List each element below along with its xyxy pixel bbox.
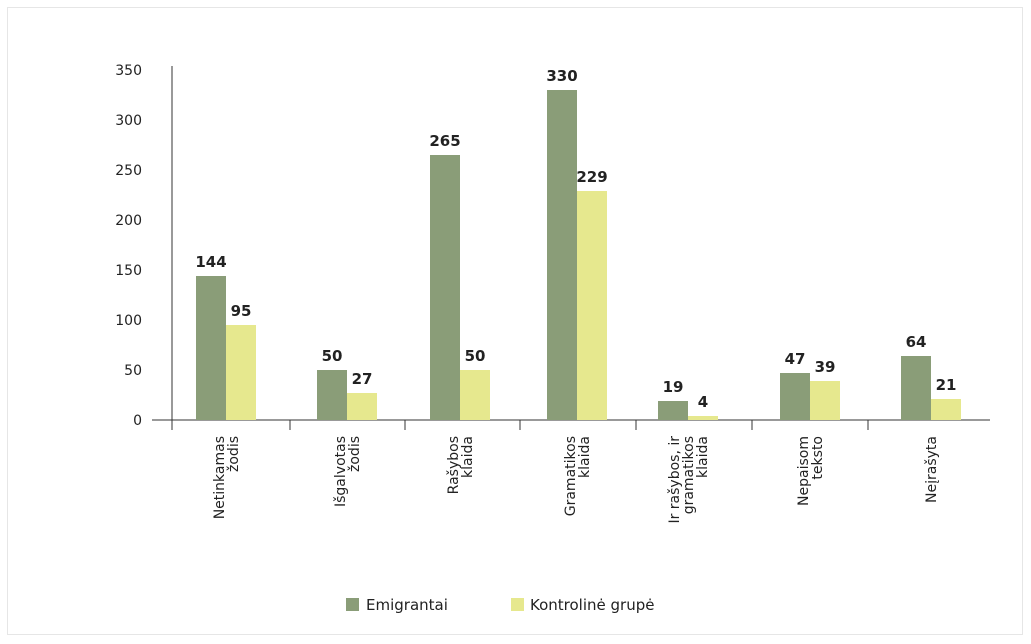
data-label: 47 [785,350,806,368]
x-tick-label-line: klaida [577,436,593,478]
data-label: 4 [698,393,708,411]
x-tick-label-line: Rašybos [446,436,462,494]
y-tick-label: 350 [115,63,142,79]
bar [688,416,718,420]
data-label: 64 [906,333,927,351]
bar [226,325,256,420]
legend-swatch [511,598,524,611]
x-tick-label-line: Netinkamas [212,436,228,519]
bar [317,370,347,420]
data-label: 95 [231,302,252,320]
x-tick-label-line: Nepaisom [796,436,812,506]
data-label: 229 [576,168,607,186]
x-tick-label-line: klaida [460,436,476,478]
legend-swatch [346,598,359,611]
x-tick-label-line: žodis [226,436,242,472]
data-label: 144 [195,253,226,271]
y-tick-label: 100 [115,313,142,329]
y-tick-label: 0 [133,413,142,429]
bar [196,276,226,420]
bar [460,370,490,420]
y-tick-label: 250 [115,163,142,179]
x-tick-label: Neįrašyta [924,436,940,503]
legend-label: Emigrantai [366,596,448,614]
bar [810,381,840,420]
y-tick-label: 150 [115,263,142,279]
x-tick-label-line: gramatikos [681,436,697,514]
x-tick-label-line: klaida [695,436,711,478]
x-tick-label-line: Gramatikos [563,436,579,516]
y-tick-label: 50 [124,363,142,379]
data-label: 19 [663,378,684,396]
value-labels: 144 50 265 330 19 47 64 95 27 50 229 4 39 21 [195,67,956,411]
bar [658,401,688,420]
bar [430,155,460,420]
data-label: 27 [352,370,373,388]
data-label: 21 [936,376,957,394]
bar [931,399,961,420]
bar [547,90,577,420]
x-tick-label-line: Ir rašybos, ir [667,436,683,524]
x-tick-label-line: Neįrašyta [924,436,940,503]
x-tick-label-line: teksto [810,436,826,480]
data-label: 50 [465,347,486,365]
bars [196,90,961,420]
y-tick-label: 300 [115,113,142,129]
legend: Emigrantai Kontrolinė grupė [346,596,654,614]
legend-label: Kontrolinė grupė [530,596,654,614]
x-tick-label-line: žodis [347,436,363,472]
data-label: 50 [322,347,343,365]
x-tick-label-line: Išgalvotas [333,436,349,507]
bar [901,356,931,420]
bar [347,393,377,420]
chart-frame [7,7,1023,635]
bar [780,373,810,420]
data-label: 330 [546,67,577,85]
bar [577,191,607,420]
x-axis [152,419,990,430]
y-axis: 0 50 100 150 200 250 300 350 [115,63,173,429]
y-tick-label: 200 [115,213,142,229]
data-label: 39 [815,358,836,376]
data-label: 265 [429,132,460,150]
